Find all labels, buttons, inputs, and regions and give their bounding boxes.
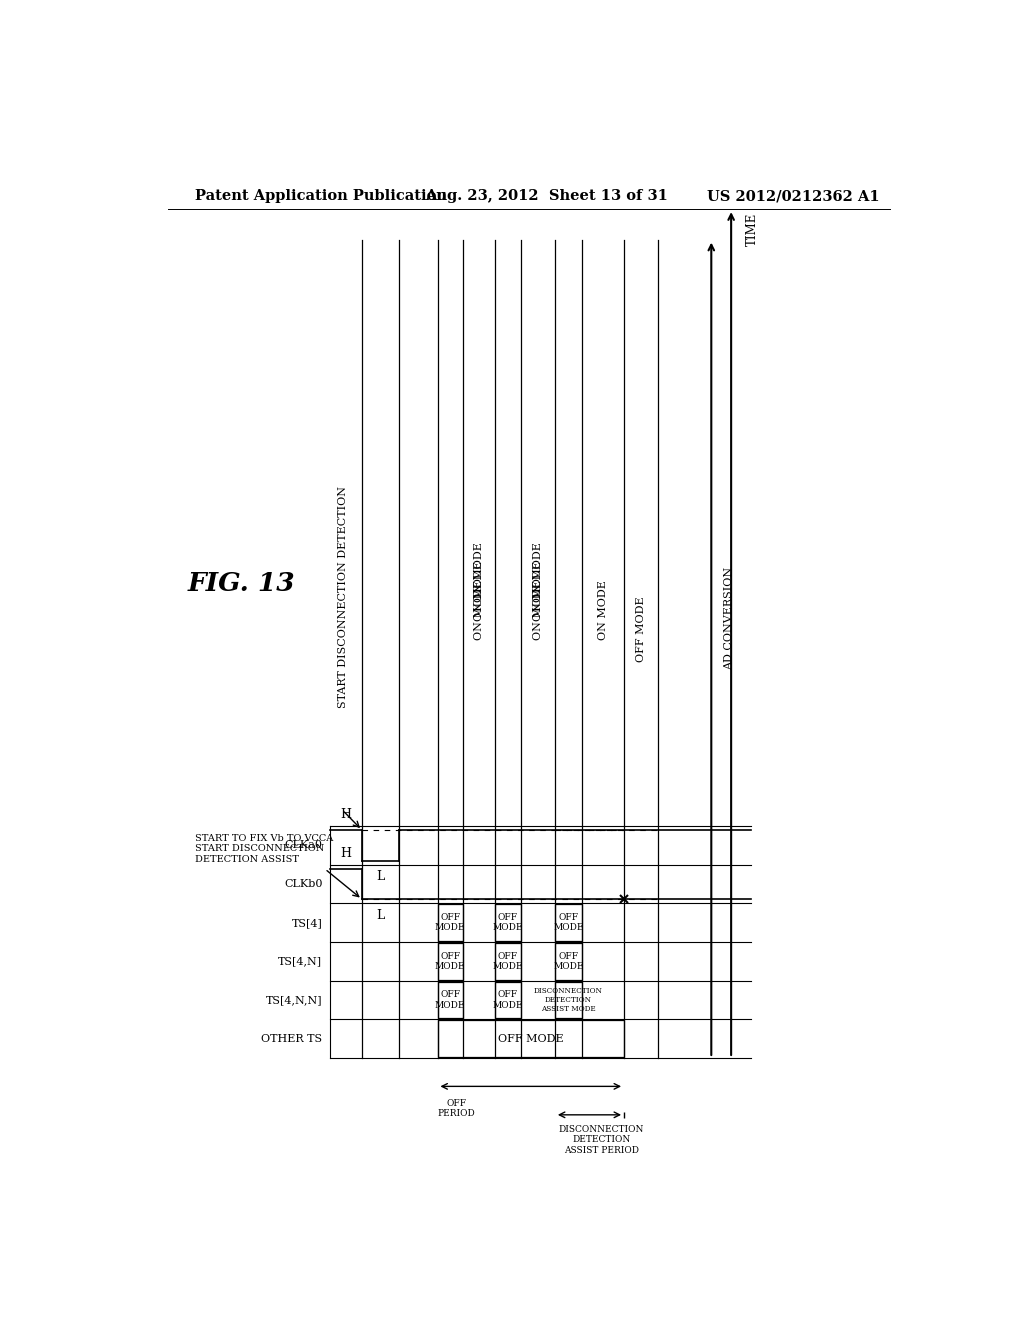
Bar: [437, 942, 463, 979]
Text: ON MODE: ON MODE: [598, 581, 608, 640]
Text: OFF MODE: OFF MODE: [636, 597, 646, 663]
Text: START TO FIX Vb TO VCCA
START DISCONNECTION
DETECTION ASSIST: START TO FIX Vb TO VCCA START DISCONNECT…: [196, 834, 334, 863]
Bar: [555, 904, 582, 941]
Text: FIG. 13: FIG. 13: [187, 572, 295, 597]
Text: ON MODE: ON MODE: [474, 581, 483, 640]
Text: ON MODE: ON MODE: [532, 561, 543, 620]
Text: OFF
MODE: OFF MODE: [493, 990, 523, 1010]
Text: TS[4,N,N]: TS[4,N,N]: [266, 995, 323, 1005]
Bar: [495, 904, 521, 941]
Bar: [555, 942, 582, 979]
Bar: [495, 982, 521, 1018]
Text: CLKb0: CLKb0: [284, 879, 323, 890]
Text: Patent Application Publication: Patent Application Publication: [196, 189, 447, 203]
Text: OFF
MODE: OFF MODE: [493, 913, 523, 932]
Text: TS[4,N]: TS[4,N]: [279, 957, 323, 966]
Text: US 2012/0212362 A1: US 2012/0212362 A1: [708, 189, 880, 203]
Text: AD CONVERSION: AD CONVERSION: [724, 566, 734, 669]
Text: OFF
MODE: OFF MODE: [553, 913, 584, 932]
Text: OFF
MODE: OFF MODE: [553, 952, 584, 972]
Text: OFF MODE: OFF MODE: [498, 1034, 563, 1044]
Text: TS[4]: TS[4]: [292, 917, 323, 928]
Text: START DISCONNECTION DETECTION: START DISCONNECTION DETECTION: [338, 486, 348, 709]
Text: H: H: [341, 846, 351, 859]
Text: OFF
MODE: OFF MODE: [435, 990, 466, 1010]
Text: TIME: TIME: [745, 213, 759, 247]
Bar: [555, 982, 582, 1018]
Text: L: L: [377, 908, 385, 921]
Text: OFF
MODE: OFF MODE: [435, 952, 466, 972]
Text: ON MODE: ON MODE: [532, 541, 543, 602]
Text: OFF
PERIOD: OFF PERIOD: [437, 1098, 475, 1118]
Text: L: L: [377, 870, 385, 883]
Bar: [437, 1020, 624, 1057]
Text: OFF
MODE: OFF MODE: [493, 952, 523, 972]
Text: CLKa0: CLKa0: [285, 841, 323, 850]
Text: Aug. 23, 2012  Sheet 13 of 31: Aug. 23, 2012 Sheet 13 of 31: [426, 189, 669, 203]
Bar: [437, 904, 463, 941]
Text: OFF
MODE: OFF MODE: [435, 913, 466, 932]
Text: DISCONNECTION
DETECTION
ASSIST PERIOD: DISCONNECTION DETECTION ASSIST PERIOD: [559, 1125, 644, 1155]
Text: ON MODE: ON MODE: [532, 581, 543, 640]
Text: ON MODE: ON MODE: [474, 541, 483, 602]
Bar: [495, 942, 521, 979]
Text: DISCONNECTION
DETECTION
ASSIST MODE: DISCONNECTION DETECTION ASSIST MODE: [534, 987, 603, 1014]
Text: OTHER TS: OTHER TS: [261, 1034, 323, 1044]
Text: H: H: [341, 808, 351, 821]
Bar: [437, 982, 463, 1018]
Text: ON MODE: ON MODE: [474, 561, 483, 620]
